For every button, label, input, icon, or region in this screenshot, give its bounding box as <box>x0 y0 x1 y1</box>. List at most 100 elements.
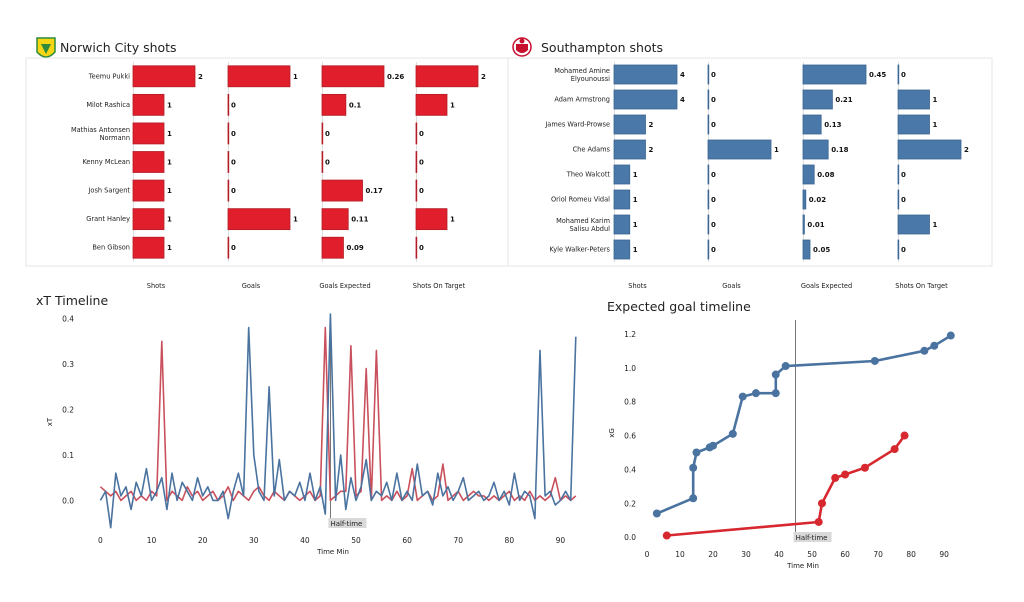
bar-shots-on-target <box>897 239 900 260</box>
metric-label-shots: Shots <box>628 282 647 290</box>
y-tick-label: 0.8 <box>624 398 636 407</box>
data-point <box>841 470 850 479</box>
bar-goals-expected <box>802 114 822 135</box>
data-point <box>900 431 909 440</box>
xg-timeline-chart: 0 10 20 30 40 50 60 70 80 90 0.0 0.2 0.4 0.6 0.8 1.0 1.2… <box>608 320 955 570</box>
bar-goals <box>227 208 291 231</box>
player-label: Oriol Romeu Vidal <box>551 196 610 204</box>
bar-shots <box>613 139 646 160</box>
bar-value-label: 1 <box>167 187 172 195</box>
southampton-badge-icon <box>512 37 532 57</box>
bar-shots <box>132 65 196 88</box>
bar-goals <box>707 89 710 110</box>
bar-goals-expected <box>321 122 324 145</box>
bar-value-label: 1 <box>293 73 298 81</box>
bar-value-label: 0 <box>231 187 236 195</box>
bar-shots <box>132 236 165 259</box>
player-label: Adam Armstrong <box>554 96 610 104</box>
bar-value-label: 0.11 <box>351 216 368 224</box>
bar-shots-on-target <box>897 164 900 185</box>
bar-goals <box>707 114 710 135</box>
data-point <box>817 499 826 508</box>
bar-goals-expected <box>802 89 833 110</box>
bar-value-label: 0 <box>901 196 906 204</box>
player-label: Mohamed Karim Salisu Abdul <box>556 217 610 233</box>
x-tick-label: 80 <box>906 550 916 559</box>
bar-value-label: 0 <box>901 171 906 179</box>
bar-shots <box>132 93 165 116</box>
bar-value-label: 0.02 <box>809 196 826 204</box>
bar-value-label: 0 <box>231 101 236 109</box>
bar-value-label: 0 <box>419 187 424 195</box>
bar-shots-on-target <box>415 236 418 259</box>
data-point <box>709 441 718 450</box>
data-point <box>920 346 929 355</box>
bar-value-label: 1 <box>933 221 938 229</box>
bar-goals-expected <box>321 208 349 231</box>
bar-goals <box>227 236 230 259</box>
bar-value-label: 0 <box>419 159 424 167</box>
bar-shots <box>613 164 631 185</box>
data-point <box>831 473 840 482</box>
bar-shots <box>613 189 631 210</box>
bar-value-label: 0 <box>325 159 330 167</box>
bar-shots-on-target <box>897 114 930 135</box>
bar-value-label: 1 <box>167 130 172 138</box>
bar-shots-on-target <box>897 214 930 235</box>
data-point <box>890 445 899 454</box>
data-point <box>771 389 780 398</box>
bar-value-label: 0.08 <box>817 171 834 179</box>
bar-shots <box>132 122 165 145</box>
bar-shots-on-target <box>415 122 418 145</box>
y-tick-label: 0.2 <box>624 499 636 508</box>
xt-timeline-chart: 0 10 20 30 40 50 60 70 80 90 0.0 0.1 0.2 0.3 0.4 Time M… <box>46 313 577 556</box>
bar-value-label: 2 <box>481 73 486 81</box>
xg-chart-title: Expected goal timeline <box>607 299 751 314</box>
x-tick-label: 40 <box>300 536 310 545</box>
bar-goals-expected <box>802 139 829 160</box>
southampton-chart-title: Southampton shots <box>541 40 663 55</box>
bar-value-label: 0.45 <box>869 71 886 79</box>
bar-shots-on-target <box>415 151 418 173</box>
x-tick-label: 50 <box>351 536 361 545</box>
x-tick-label: 50 <box>807 550 817 559</box>
bar-goals <box>707 139 772 160</box>
bar-goals <box>227 122 230 145</box>
bar-shots-on-target <box>897 64 900 85</box>
series-line-0 <box>99 326 577 502</box>
x-tick-label: 60 <box>840 550 850 559</box>
y-tick-label: 1.0 <box>624 364 636 373</box>
bar-value-label: 0.09 <box>346 244 363 252</box>
bar-value-label: 0.21 <box>835 96 852 104</box>
bar-value-label: 1 <box>450 101 455 109</box>
bar-shots <box>132 151 165 173</box>
bar-shots <box>132 208 165 231</box>
bar-goals <box>227 179 230 202</box>
bar-goals <box>707 189 710 210</box>
bar-value-label: 0 <box>711 121 716 129</box>
bar-value-label: 0 <box>711 246 716 254</box>
x-tick-label: 10 <box>675 550 685 559</box>
player-label: Che Adams <box>573 146 611 154</box>
bar-value-label: 2 <box>964 146 969 154</box>
bar-value-label: 1 <box>167 244 172 252</box>
data-point <box>689 463 698 472</box>
bar-value-label: 1 <box>633 196 638 204</box>
data-point <box>692 448 701 457</box>
metric-label-goals: Goals <box>722 282 741 290</box>
bar-goals-expected <box>802 164 815 185</box>
halftime-label: Half-time <box>796 534 828 542</box>
norwich-chart-title: Norwich City shots <box>60 40 177 55</box>
x-tick-label: 60 <box>402 536 412 545</box>
x-tick-label: 10 <box>147 536 157 545</box>
data-point <box>814 517 823 526</box>
y-tick-label: 0.3 <box>62 360 74 369</box>
bar-goals-expected <box>321 93 347 116</box>
data-point <box>738 392 747 401</box>
bar-goals-expected <box>321 65 385 88</box>
data-point <box>870 356 879 365</box>
bar-value-label: 1 <box>293 216 298 224</box>
x-tick-label: 20 <box>708 550 718 559</box>
bar-shots-on-target <box>897 89 930 110</box>
